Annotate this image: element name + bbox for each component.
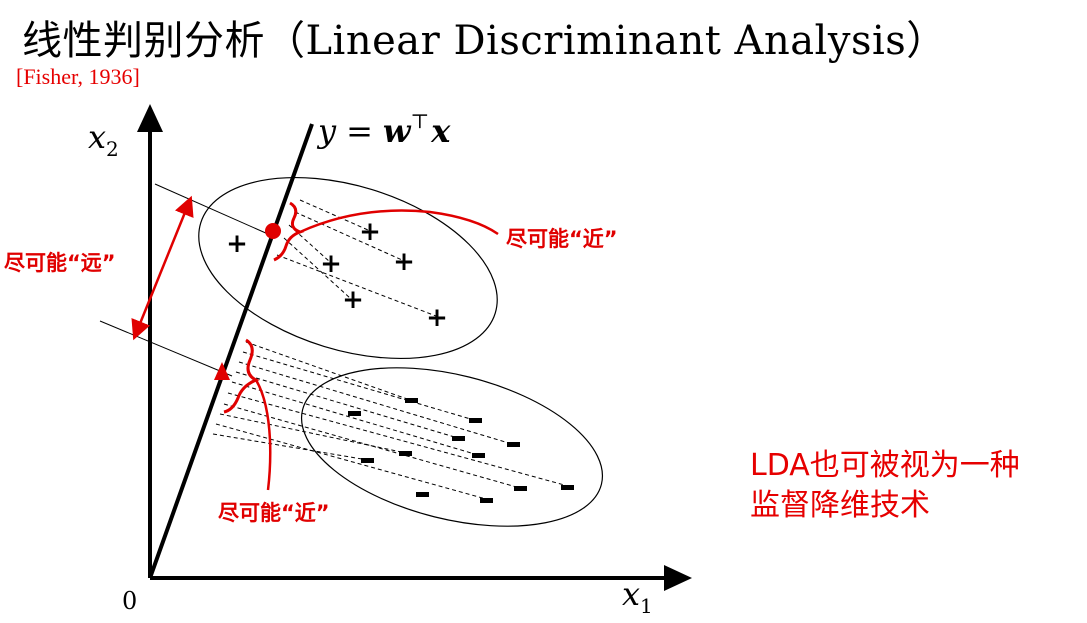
negative-point <box>348 411 361 416</box>
positive-point: + <box>342 285 364 315</box>
annotation-near-top: 尽可能“近” <box>506 227 618 251</box>
x2-label: x2 <box>88 118 119 161</box>
annotation-far: 尽可能“远” <box>4 251 116 275</box>
negative-point <box>561 485 574 490</box>
lda-note: LDA也可被视为一种 监督降维技术 <box>750 446 1020 526</box>
positive-mean-projection <box>265 223 281 239</box>
lda-note-line-1: LDA也可被视为一种 <box>750 448 1020 483</box>
positive-point: + <box>226 229 248 259</box>
positive-point: + <box>393 247 415 277</box>
negative-point <box>399 451 412 456</box>
negative-point <box>469 418 482 423</box>
negative-projections <box>212 341 569 500</box>
x-axis-arrow-icon <box>664 565 692 591</box>
slide-title: 线性判别分析（Linear Discriminant Analysis） <box>22 18 947 64</box>
projection-line-label: y = w⊤x <box>316 109 451 150</box>
negative-point <box>480 498 493 503</box>
projection-line <box>148 123 314 579</box>
negative-mean-projection <box>214 362 230 380</box>
positive-point: + <box>426 303 448 333</box>
negative-point <box>472 453 485 458</box>
lda-note-line-2: 监督降维技术 <box>750 488 930 523</box>
negative-point <box>507 442 520 447</box>
positive-points: + + + + + + <box>226 217 448 333</box>
negative-points <box>348 398 574 503</box>
boundary-line-bottom <box>99 320 233 377</box>
negative-point <box>405 398 418 403</box>
citation: [Fisher, 1936] <box>16 64 140 89</box>
bottom-brace-icon <box>223 338 260 414</box>
far-distance-arrow <box>131 195 194 341</box>
origin-label: 0 <box>122 587 137 615</box>
negative-class-ellipse <box>300 367 604 527</box>
bottom-annotation-leader <box>254 379 272 491</box>
positive-class-ellipse <box>198 176 498 360</box>
y-axis-arrow-icon <box>137 104 163 132</box>
positive-point: + <box>320 249 342 279</box>
negative-point <box>452 436 465 441</box>
annotation-near-bottom: 尽可能“近” <box>218 501 330 525</box>
top-annotation-leader <box>299 209 499 236</box>
negative-point <box>416 492 429 497</box>
negative-point <box>514 486 527 491</box>
boundary-line-top <box>154 183 269 235</box>
positive-point: + <box>359 217 381 247</box>
negative-point <box>361 458 374 463</box>
x1-label: x1 <box>622 575 653 618</box>
